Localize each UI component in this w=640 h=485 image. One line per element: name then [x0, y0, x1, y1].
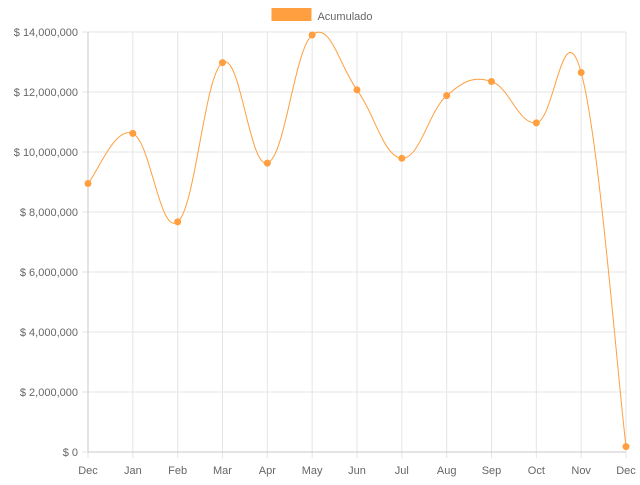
- y-tick-label: $ 0: [63, 447, 78, 459]
- data-point[interactable]: [622, 443, 630, 451]
- y-tick-label: $ 2,000,000: [20, 387, 78, 399]
- legend-swatch[interactable]: [271, 8, 312, 21]
- x-tick-label: Jan: [124, 465, 142, 477]
- x-tick-label: May: [302, 465, 323, 477]
- y-tick-label: $ 8,000,000: [20, 207, 78, 219]
- y-axis-ticks: $ 0 $ 2,000,000 $ 4,000,000 $ 6,000,000 $ 8,…: [14, 27, 78, 459]
- series-layer: [84, 31, 630, 451]
- x-tick-label: Feb: [168, 465, 187, 477]
- x-tick-label: Nov: [571, 465, 591, 477]
- y-tick-label: $ 14,000,000: [14, 27, 78, 39]
- axes: [87, 32, 626, 453]
- y-tick-label: $ 6,000,000: [20, 267, 78, 279]
- data-point[interactable]: [263, 159, 271, 167]
- data-point[interactable]: [174, 218, 182, 226]
- data-point[interactable]: [488, 78, 495, 85]
- x-tick-label: Sep: [482, 465, 502, 477]
- grid-lines: [82, 31, 627, 458]
- x-tick-label: Dec: [78, 465, 98, 477]
- y-tick-label: $ 10,000,000: [14, 147, 78, 159]
- legend[interactable]: Acumulado: [271, 8, 373, 23]
- data-point[interactable]: [443, 92, 451, 100]
- x-tick-label: Apr: [259, 465, 276, 477]
- x-axis-ticks: Dec Jan Feb Mar Apr May Jun Jul Aug Sep Oct Nov Dec: [78, 465, 636, 477]
- data-point[interactable]: [219, 59, 226, 67]
- data-point[interactable]: [84, 180, 92, 187]
- x-tick-label: Aug: [437, 465, 457, 477]
- x-tick-label: Jul: [395, 465, 409, 477]
- legend-label[interactable]: Acumulado: [317, 11, 372, 23]
- x-tick-label: Jun: [348, 465, 366, 477]
- x-tick-label: Dec: [616, 465, 636, 477]
- x-tick-label: Mar: [213, 465, 232, 477]
- data-point[interactable]: [308, 31, 316, 39]
- data-point[interactable]: [129, 129, 137, 137]
- data-point[interactable]: [532, 119, 540, 127]
- data-point[interactable]: [398, 154, 406, 162]
- data-point[interactable]: [577, 69, 585, 76]
- y-tick-label: $ 12,000,000: [14, 87, 78, 99]
- y-tick-label: $ 4,000,000: [20, 327, 78, 339]
- x-tick-label: Oct: [528, 465, 545, 477]
- data-point[interactable]: [353, 86, 361, 94]
